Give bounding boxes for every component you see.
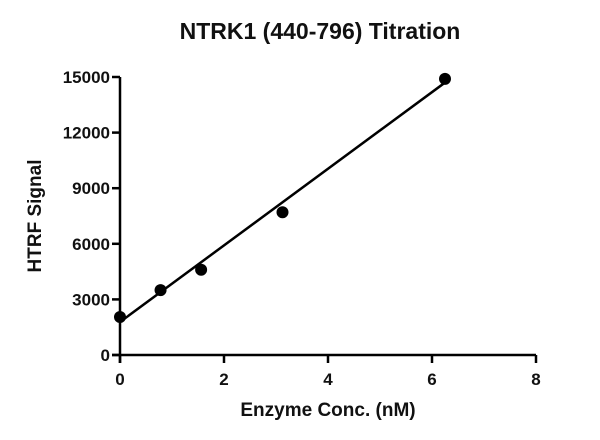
axes: 0 3000 6000 9000 12000 15000 0 2 4 6 8 [63, 68, 541, 389]
y-tick-label: 3000 [72, 290, 110, 309]
chart-title: NTRK1 (440-796) Titration [179, 18, 461, 44]
x-tick-label: 2 [219, 370, 228, 389]
data-point [276, 206, 289, 219]
linear-fit-line [119, 81, 446, 324]
x-tick-label: 4 [323, 370, 333, 389]
x-tick-label: 6 [427, 370, 436, 389]
y-tick-label: 6000 [72, 235, 110, 254]
y-tick-label: 9000 [72, 179, 110, 198]
fit-line [119, 81, 446, 324]
data-point [195, 263, 208, 276]
data-point [439, 72, 451, 85]
x-tick-label: 0 [115, 370, 124, 389]
x-axis-label: Enzyme Conc. (nM) [240, 400, 415, 421]
data-points [114, 72, 451, 324]
y-tick-label: 0 [101, 346, 110, 365]
y-tick-label: 15000 [63, 68, 110, 87]
x-tick-label: 8 [531, 370, 540, 389]
y-axis-label: HTRF Signal [25, 160, 46, 273]
y-tick-label: 12000 [63, 124, 110, 143]
data-point [114, 311, 126, 324]
data-point [154, 284, 167, 297]
